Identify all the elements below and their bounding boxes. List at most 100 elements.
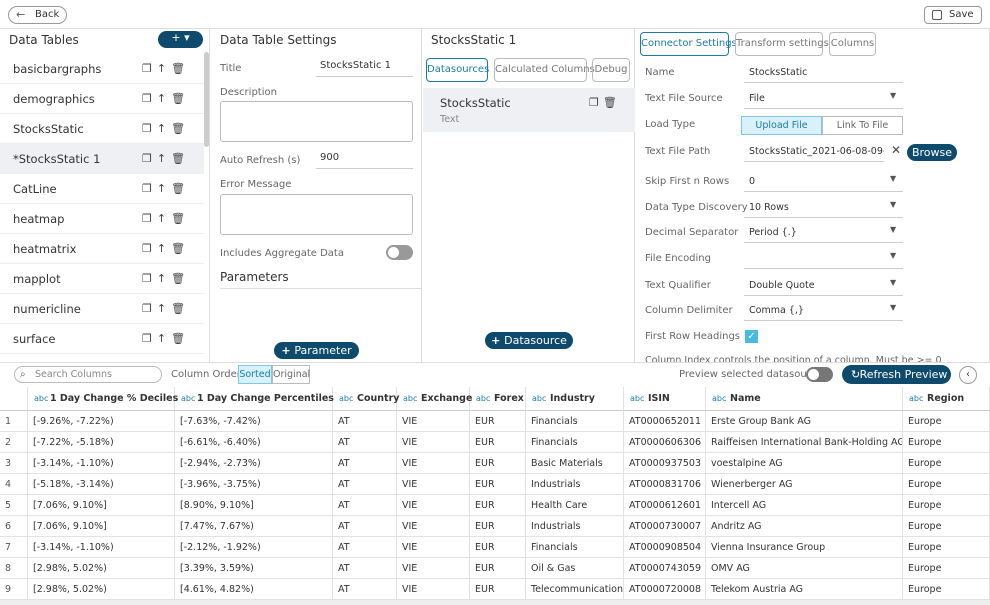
dropdown[interactable]: 0 [744,172,903,192]
original-button[interactable]: Original [272,365,310,384]
tab[interactable]: Connector Settings [640,32,737,56]
cell: [-9.26%, -7.22%) [28,411,175,432]
collapse-button[interactable]: ‹ [959,366,977,384]
input[interactable]: 900 [316,152,413,169]
row-number: 6 [0,516,28,537]
table-item[interactable]: *StocksStatic 1 ❐↑🗑 [0,144,204,174]
sorted-button[interactable]: Sorted [238,365,272,384]
table-item[interactable]: numericline ❐↑🗑 [0,294,204,324]
textarea[interactable] [220,194,413,235]
icons[interactable]: ❐↑🗑 [142,242,191,255]
cell: [-3.96%, -3.75%) [175,474,333,495]
icons[interactable]: ❐↑🗑 [142,152,191,165]
field-label: Text File Source [645,93,723,104]
dropdown[interactable]: File [744,89,903,109]
tab[interactable]: Debug [592,58,630,82]
table-item[interactable]: heatmap ❐↑🗑 [0,204,204,234]
refresh-button[interactable]: Refresh Preview [842,365,951,384]
cell: Europe [903,495,990,516]
table-name: mapplot [13,272,61,286]
plus: + [281,344,295,357]
column-header[interactable] [0,387,28,411]
icons[interactable]: ❐↑🗑 [142,302,191,315]
icons[interactable]: ❐↑🗑 [142,332,191,345]
column-header[interactable]: abc Name [706,387,903,411]
textarea[interactable] [220,101,413,142]
save-icon [932,10,942,20]
table-name: CatLine [13,182,57,196]
column-header[interactable]: abc 1 Day Change % Deciles [28,387,178,411]
add-button[interactable]: + ▾ [158,31,203,48]
input[interactable]: StocksStatic 1 [316,60,413,77]
table-item[interactable]: demographics ❐↑🗑 [0,84,204,114]
toggle-knob [808,369,819,380]
table-name: surface [13,332,56,346]
column-header[interactable]: abc Industry [526,387,624,411]
back-button[interactable]: Back [8,6,67,24]
table-name: *StocksStatic 1 [13,152,101,166]
table-name: numericline [13,302,81,316]
table-item[interactable]: mapplot ❐↑🗑 [0,264,204,294]
tab[interactable]: Transform settings [735,32,829,56]
cell: EUR [470,432,526,453]
row-number: 5 [0,495,28,516]
search-box[interactable]: Search Columns [14,366,162,383]
table-item[interactable]: StocksStatic ❐↑🗑 [0,114,204,144]
field-label: Column Delimiter [645,305,733,316]
cell: AT0000831706 [624,474,706,495]
dropdown[interactable]: Period {.} [744,223,903,243]
column-header[interactable]: abc ISIN [624,387,706,411]
column-header [965,387,990,411]
dropdown[interactable]: Double Quote [744,276,903,296]
cell: [-3.14%, -1.10%) [28,537,175,558]
save-button[interactable]: Save [924,6,982,24]
column-header[interactable]: abc Forex [470,387,526,411]
cell: EUR [470,516,526,537]
table-item[interactable]: basicbargraphs ❐↑🗑 [0,54,204,84]
input[interactable]: StocksStatic [744,63,903,83]
table-name: heatmap [13,212,65,226]
browse-button[interactable]: Browse [907,144,957,161]
panel-title: StocksStatic 1 [431,33,517,47]
icons[interactable]: ❐↑🗑 [142,182,191,195]
cell: Financials [526,432,624,453]
table-item[interactable]: CatLine ❐↑🗑 [0,174,204,204]
field-label: Load Type [645,119,696,130]
icons[interactable]: ❐↑🗑 [142,212,191,225]
tab[interactable]: Datasources [426,58,489,82]
datasource-item[interactable] [423,88,635,132]
type-tag: abc [339,394,354,403]
tab[interactable]: Columns [829,32,876,56]
toggle-option[interactable]: Link To File [822,116,903,135]
cell: [7.47%, 7.67%) [175,516,333,537]
parameter-button[interactable]: + Parameter [274,342,359,359]
dropdown[interactable]: 10 Rows [744,198,903,218]
cell: EUR [470,474,526,495]
icons[interactable]: ❐↑🗑 [142,272,191,285]
clear-icon[interactable]: ✕ [891,143,902,157]
cell: Europe [903,474,990,495]
toggle-option[interactable]: Upload File [741,116,822,135]
icons[interactable]: ❐↑🗑 [142,92,191,105]
table-item[interactable]: heatmatrix ❐↑🗑 [0,234,204,264]
cell: AT0000743059 [624,558,706,579]
datasource-button[interactable]: + Datasource [485,332,573,349]
table-item[interactable]: surface ❐↑🗑 [0,324,204,354]
tab[interactable]: Calculated Columns [494,58,595,82]
type-tag: abc [34,394,49,403]
cell: Europe [903,516,990,537]
icons[interactable]: ❐🗑 [589,96,621,109]
caret: ▼ [890,251,897,260]
icons[interactable]: ❐↑🗑 [142,122,191,135]
dropdown[interactable] [744,249,903,269]
column-header[interactable]: abc 1 Day Change Percentiles [175,387,334,411]
column-header[interactable]: abc Country [333,387,399,411]
column-header[interactable]: abc Exchange [397,387,472,411]
icons[interactable]: ❐↑🗑 [142,62,191,75]
dropdown[interactable]: Comma {,} [744,301,903,321]
cell: VIE [397,453,470,474]
cell: AT [333,474,397,495]
checkbox[interactable]: ✓ [745,330,758,343]
table-name: demographics [13,92,95,106]
caret: ▼ [890,303,897,312]
